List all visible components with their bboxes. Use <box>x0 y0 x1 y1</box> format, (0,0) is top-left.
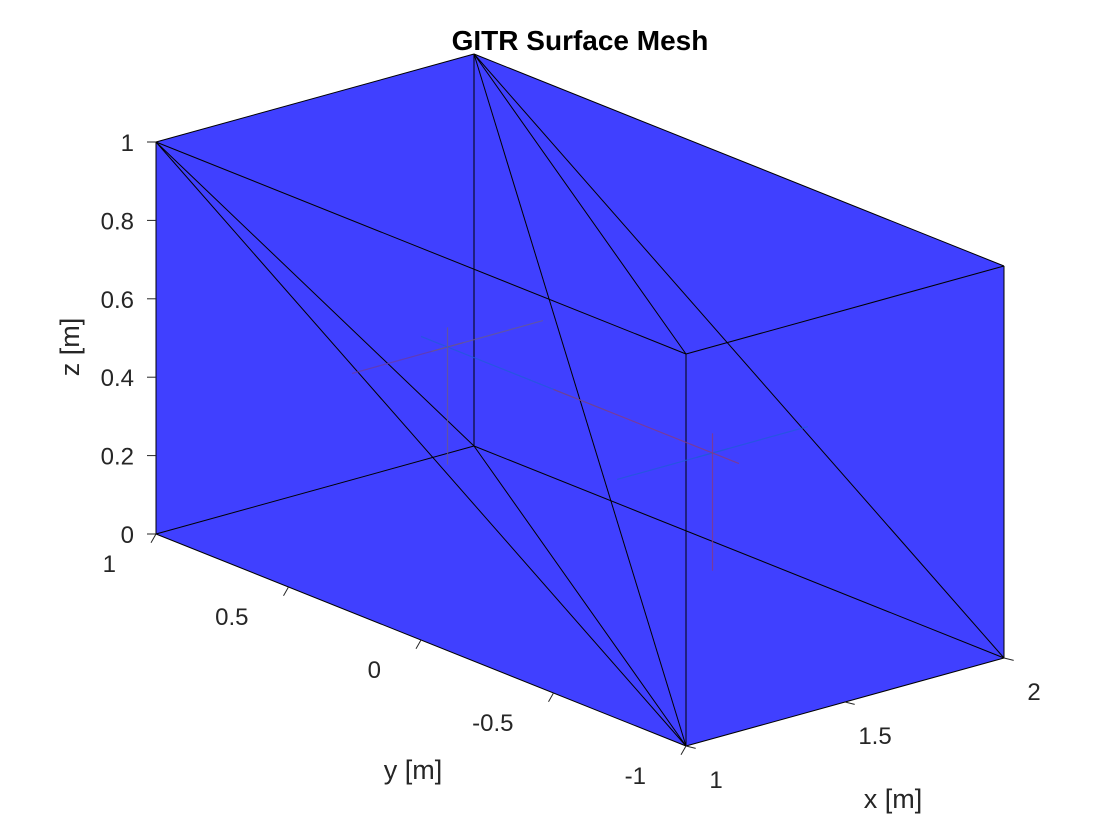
z-tick-label: 0.8 <box>101 208 134 235</box>
x-tick <box>844 701 855 705</box>
x-axis-label: x [m] <box>864 784 923 814</box>
y-tick-label: -1 <box>625 763 646 790</box>
mesh-edge <box>473 53 1005 267</box>
y-tick <box>283 586 289 596</box>
y-tick-label: 1 <box>103 551 116 578</box>
x-tick-label: 1.5 <box>858 723 891 750</box>
z-tick-label: 0.2 <box>101 444 134 471</box>
y-tick <box>415 639 422 649</box>
mesh-layer <box>155 53 1005 747</box>
mesh-edge <box>155 141 475 447</box>
chart-title: GITR Surface Mesh <box>452 25 709 56</box>
mesh-edge <box>155 53 475 143</box>
x-tick-label: 1 <box>709 767 722 794</box>
x-tick <box>685 745 696 749</box>
normal-arrow <box>553 388 740 465</box>
mesh-edge <box>473 53 1005 659</box>
normal-arrow <box>431 320 544 352</box>
x-tick-label: 2 <box>1027 679 1040 706</box>
mesh-edge <box>473 445 1005 659</box>
y-tick <box>680 745 687 755</box>
y-tick-label: 0.5 <box>215 604 248 631</box>
z-tick-label: 0.4 <box>101 365 134 392</box>
mesh-edge <box>685 265 1005 355</box>
mesh-edge <box>155 141 687 355</box>
z-tick-label: 1 <box>121 130 134 157</box>
mesh-edge <box>155 445 475 535</box>
mesh-edge <box>473 445 687 747</box>
y-tick-label: -0.5 <box>472 710 513 737</box>
z-tick-label: 0 <box>121 522 134 549</box>
y-tick-label: 0 <box>368 657 381 684</box>
mesh-edge <box>155 141 687 747</box>
y-axis-label: y [m] <box>384 755 443 785</box>
normal-arrow <box>696 426 809 458</box>
z-tick-label: 0.6 <box>101 287 134 314</box>
x-tick <box>1003 657 1014 661</box>
y-tick <box>548 692 554 702</box>
z-axis-label: z [m] <box>55 318 85 377</box>
y-tick <box>150 533 157 543</box>
mesh-edge <box>473 53 687 355</box>
axes-layer: 0 0.2 0.4 0.6 0.8 1 -1 -0.5 0 0.5 1 1 1.5 2 <box>101 130 1041 794</box>
normal-arrows-layer <box>351 320 809 571</box>
